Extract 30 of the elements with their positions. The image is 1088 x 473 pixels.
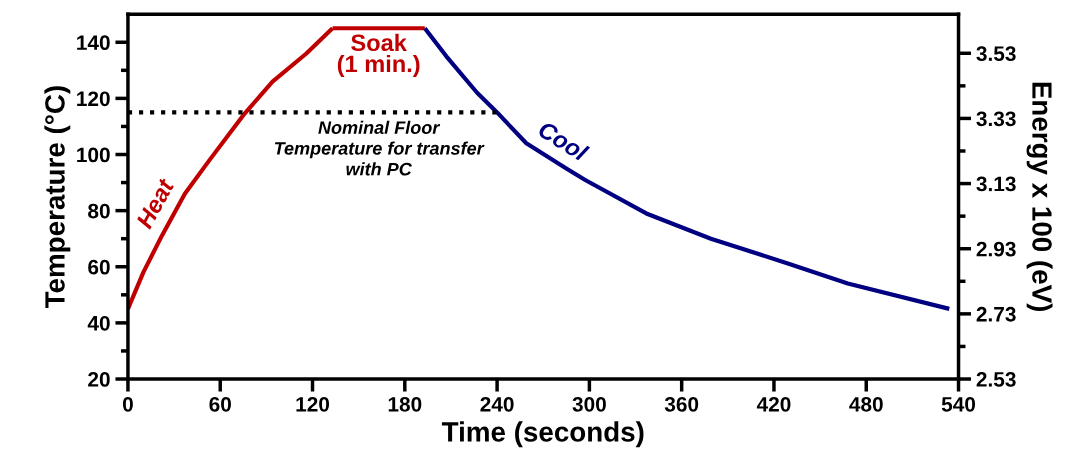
x-tick-label: 180 <box>388 396 422 412</box>
y2-tick-label: 2.53 <box>976 372 1016 387</box>
y-tick-label: 80 <box>88 203 110 219</box>
y-tick-label: 20 <box>88 372 110 387</box>
y2-tick-label: 3.33 <box>976 111 1016 127</box>
y2-tick-label: 3.13 <box>976 176 1016 192</box>
text: Cool <box>537 119 591 163</box>
x-tick-label: 300 <box>572 396 606 412</box>
x-tick-label: 360 <box>664 396 699 412</box>
x-tick-label: 60 <box>209 396 231 412</box>
y-tick-label: 100 <box>77 147 110 163</box>
y-tick-label: 60 <box>88 259 110 275</box>
annotation: Nominal Floor Temperature for transfer with PC <box>274 120 485 176</box>
y-tick-label: 120 <box>77 91 110 107</box>
y2-tick-label: 2.93 <box>976 241 1016 257</box>
x-tick-label: 480 <box>849 396 883 412</box>
y-tick-label: 40 <box>87 315 110 331</box>
text: Heat <box>135 176 175 230</box>
y-axis-title: Temperature (°C) <box>44 86 71 309</box>
y2-axis-title: Energy x 100 (eV) <box>1026 82 1053 312</box>
x-tick-label: 240 <box>480 396 514 412</box>
x-tick-label: 120 <box>296 396 330 412</box>
x-tick-label: 0 <box>122 396 133 412</box>
y2-tick-label: 3.53 <box>976 46 1016 62</box>
x-tick-label: 420 <box>756 396 791 412</box>
y2-tick-label: 2.73 <box>976 306 1016 322</box>
x-axis-title: Time (seconds) <box>441 421 644 448</box>
x-tick-label: 540 <box>941 396 976 412</box>
y-tick-label: 140 <box>77 35 110 51</box>
series-label: Soak (1 min.) <box>337 33 420 77</box>
